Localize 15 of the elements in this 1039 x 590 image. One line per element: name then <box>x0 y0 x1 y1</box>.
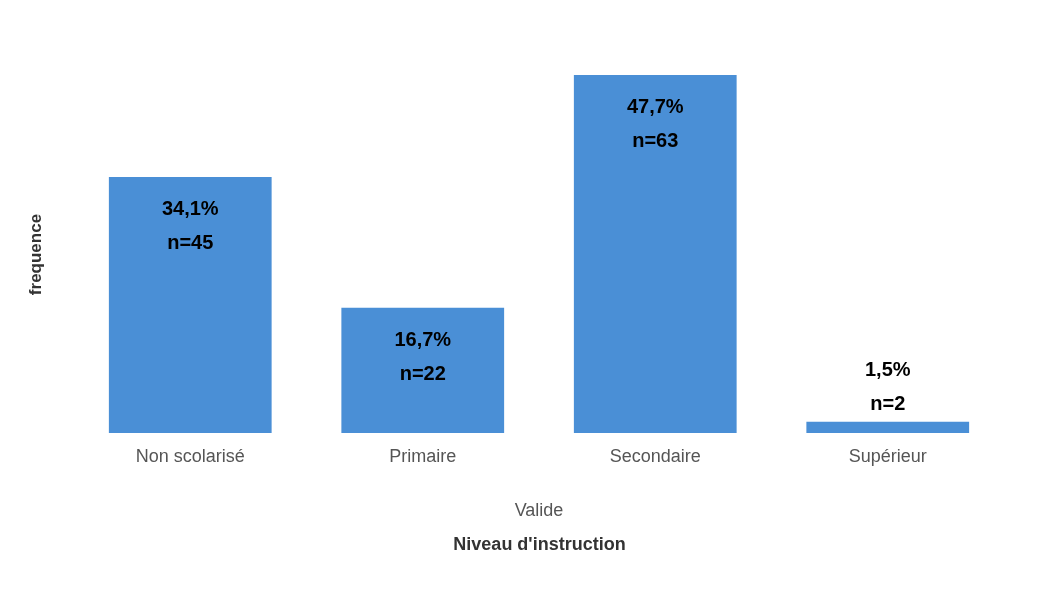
x-tick-label: Secondaire <box>609 445 701 466</box>
bar <box>806 421 970 433</box>
data-label: 47,7% n=63 <box>626 95 684 151</box>
data-label: 1,5% n=2 <box>864 357 911 414</box>
data-label: 34,1% n=45 <box>161 197 219 254</box>
bar <box>108 177 272 433</box>
x-tick-label: Supérieur <box>848 445 927 466</box>
y-axis-title: frequence <box>25 213 45 296</box>
text: Valide <box>514 500 564 520</box>
bar <box>341 307 505 433</box>
x-tick-label: Primaire <box>389 445 457 466</box>
bar <box>573 75 737 433</box>
x-tick-label: Non scolarisé <box>135 445 245 466</box>
data-label: 16,7% n=22 <box>394 327 452 384</box>
x-axis-title: Niveau d'instruction <box>453 533 626 554</box>
